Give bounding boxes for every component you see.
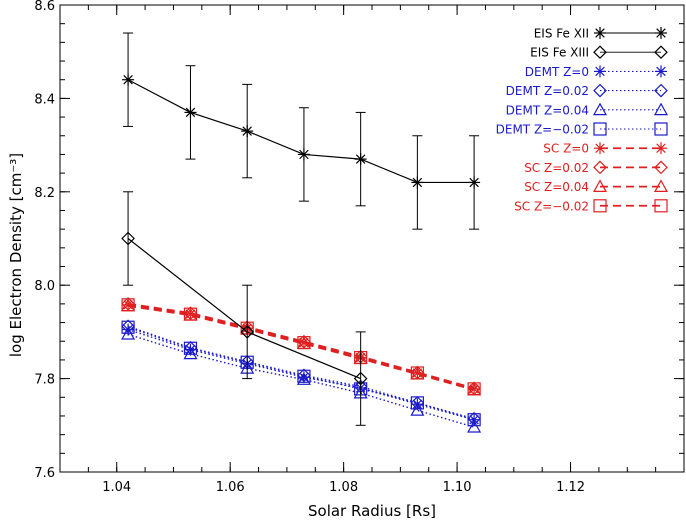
data-point bbox=[121, 298, 135, 312]
legend-marker bbox=[653, 102, 669, 116]
x-axis-label: Solar Radius [Rs] bbox=[308, 502, 436, 520]
y-axis-label: log Electron Density [cm⁻³] bbox=[7, 153, 25, 357]
legend-marker bbox=[655, 27, 667, 39]
x-tick-label: 1.10 bbox=[443, 480, 472, 495]
legend-marker bbox=[655, 65, 667, 78]
data-point bbox=[240, 325, 255, 339]
x-tick-label: 1.08 bbox=[329, 480, 358, 495]
data-point bbox=[121, 297, 135, 311]
series-1 bbox=[121, 191, 368, 426]
legend-entry: EIS Fe XIII bbox=[530, 45, 668, 60]
legend-entry: SC Z=0.02 bbox=[524, 160, 668, 175]
data-point bbox=[297, 148, 310, 161]
y-tick-label: 8.0 bbox=[34, 279, 55, 294]
x-tick-label: 1.04 bbox=[102, 480, 131, 495]
data-point bbox=[468, 176, 481, 189]
x-tick-label: 1.12 bbox=[556, 480, 585, 495]
series-line bbox=[127, 79, 475, 184]
series-layer bbox=[121, 32, 482, 433]
data-point bbox=[297, 369, 311, 383]
data-point bbox=[121, 231, 135, 246]
legend-entry: SC Z=0.04 bbox=[524, 179, 669, 194]
legend-label: SC Z=0.02 bbox=[524, 161, 589, 175]
data-point bbox=[183, 307, 198, 321]
legend-marker bbox=[594, 65, 606, 78]
plot-border bbox=[59, 4, 685, 473]
data-point bbox=[467, 413, 481, 427]
legend-entry: DEMT Z=−0.02 bbox=[496, 122, 668, 137]
legend-marker bbox=[593, 199, 607, 213]
y-tick-label: 7.6 bbox=[34, 466, 55, 481]
data-point bbox=[411, 176, 424, 189]
legend-marker bbox=[654, 45, 668, 60]
legend-label: SC Z=0.04 bbox=[524, 180, 589, 194]
data-point bbox=[297, 336, 311, 350]
legend-marker bbox=[654, 160, 668, 175]
data-point bbox=[410, 396, 424, 410]
data-point bbox=[241, 125, 254, 138]
legend-entry: EIS Fe XII bbox=[534, 27, 667, 41]
data-point bbox=[467, 382, 481, 396]
y-tick-label: 8.6 bbox=[34, 0, 55, 14]
legend: EIS Fe XII EIS Fe XIII DEMT Z=0 DEMT Z=0.02… bbox=[496, 27, 669, 213]
legend-marker bbox=[592, 179, 608, 192]
legend-label: DEMT Z=−0.02 bbox=[496, 123, 589, 137]
data-point bbox=[183, 341, 198, 355]
legend-entry: SC Z=0 bbox=[543, 142, 667, 156]
legend-marker bbox=[654, 83, 668, 98]
legend-entry: DEMT Z=0.02 bbox=[506, 83, 668, 98]
data-point bbox=[122, 73, 135, 86]
legend-marker bbox=[592, 102, 608, 116]
data-point bbox=[410, 366, 424, 380]
data-point bbox=[353, 371, 368, 386]
error-bar bbox=[123, 191, 134, 286]
legend-marker bbox=[593, 122, 607, 136]
legend-label: DEMT Z=0.04 bbox=[506, 103, 589, 117]
series-9 bbox=[121, 298, 481, 396]
legend-marker bbox=[593, 45, 607, 60]
legend-marker bbox=[593, 83, 607, 98]
legend-label: SC Z=0 bbox=[543, 142, 589, 156]
legend-marker bbox=[594, 142, 606, 155]
data-point bbox=[121, 320, 135, 334]
data-point bbox=[297, 368, 311, 383]
legend-marker bbox=[653, 179, 669, 192]
legend-marker bbox=[655, 142, 667, 155]
legend-entry: DEMT Z=0.04 bbox=[506, 102, 669, 117]
legend-entry: DEMT Z=0 bbox=[525, 65, 667, 79]
legend-marker bbox=[594, 27, 606, 39]
data-point bbox=[410, 403, 425, 416]
legend-label: SC Z=−0.02 bbox=[514, 199, 589, 213]
plot-frame bbox=[59, 4, 685, 473]
data-point bbox=[183, 346, 198, 360]
x-tick-label: 1.06 bbox=[216, 480, 245, 495]
legend-marker bbox=[593, 160, 607, 175]
data-point bbox=[296, 372, 311, 385]
data-point bbox=[184, 106, 197, 119]
y-tick-label: 7.8 bbox=[34, 373, 55, 388]
y-tick-label: 8.2 bbox=[34, 186, 55, 201]
y-tick-label: 8.4 bbox=[34, 92, 55, 107]
legend-marker bbox=[654, 199, 668, 213]
data-point bbox=[468, 413, 481, 426]
data-point bbox=[121, 319, 135, 334]
error-bar bbox=[355, 331, 366, 426]
legend-entry: SC Z=−0.02 bbox=[514, 199, 668, 213]
data-point bbox=[183, 306, 198, 321]
axis-ticks: 1.04 1.06 1.08 1.10 1.12 7.6 7.8 8.0 8.2 8.4 8.6 bbox=[34, 0, 685, 495]
data-point bbox=[467, 411, 481, 426]
legend-label: DEMT Z=0 bbox=[525, 65, 589, 79]
data-point bbox=[354, 153, 367, 166]
legend-label: EIS Fe XIII bbox=[530, 46, 589, 60]
series-3 bbox=[121, 319, 481, 426]
series-line bbox=[127, 238, 361, 380]
data-point bbox=[297, 334, 311, 349]
legend-label: EIS Fe XII bbox=[534, 27, 589, 41]
legend-marker bbox=[654, 122, 668, 136]
error-bar bbox=[242, 284, 253, 380]
data-point bbox=[467, 419, 482, 433]
series-0 bbox=[122, 32, 481, 230]
legend-label: DEMT Z=0.02 bbox=[506, 84, 589, 98]
